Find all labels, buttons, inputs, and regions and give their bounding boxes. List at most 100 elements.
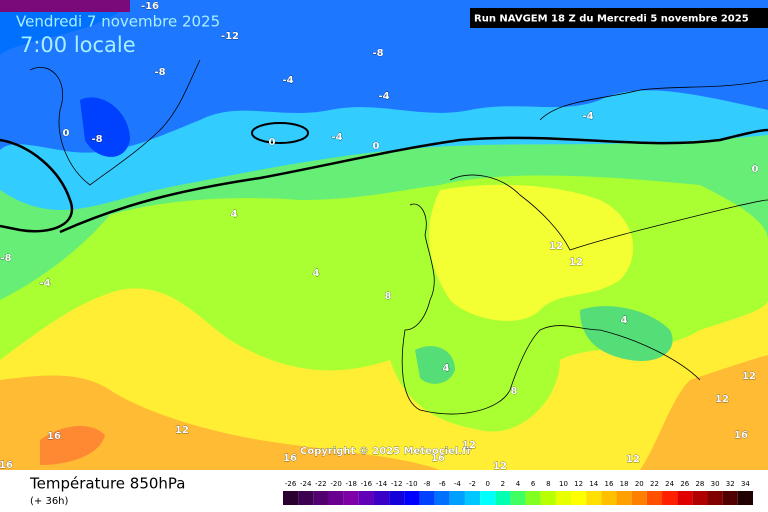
scale-label: 16 [605,480,614,488]
field-cold-core [0,0,130,55]
scale-label: 4 [516,480,521,488]
isotherm-label: 16 [0,460,13,471]
scale-label: -14 [376,480,388,488]
isotherm-label: -4 [378,91,389,102]
scale-label: 0 [485,480,489,488]
scale-label: 26 [680,480,689,488]
field-hotter-east [640,355,768,470]
scale-label: 10 [559,480,568,488]
scale-label: 18 [620,480,629,488]
scale-label: 8 [546,480,550,488]
isotherm-label: 12 [549,241,563,252]
field-cool-pocket [415,346,455,384]
scale-label: 12 [574,480,583,488]
scale-swatch [586,491,602,505]
scale-label: -22 [315,480,326,488]
forecast-lead: (+ 36h) [30,496,69,507]
scale-swatch [737,491,753,505]
isotherm-label: -8 [91,134,102,145]
scale-label: -26 [285,480,297,488]
isotherm-label: 12 [175,425,189,436]
isotherm-label: -8 [372,48,383,59]
scale-label: 20 [635,480,644,488]
isotherm-label: 12 [626,454,640,465]
zero-isotherm [0,138,74,233]
field-very-cold-core [80,97,130,157]
copyright: Copyright © 2025 Meteociel.fr [300,446,471,457]
scale-label: -24 [300,480,312,488]
scale-swatch [631,491,647,505]
scale-swatch [343,491,359,505]
scale-label: 6 [531,480,536,488]
scale-label: 32 [726,480,735,488]
scale-label: -12 [391,480,402,488]
scale-swatch [616,491,632,505]
isotherm-label: 8 [511,386,518,397]
scale-swatch [677,491,693,505]
isotherm-label: -8 [0,253,11,264]
scale-swatch [722,491,738,505]
scale-swatch [404,491,420,505]
scale-swatch [495,491,511,505]
valid-date: Vendredi 7 novembre 2025 [16,13,220,31]
isotherm-label: 16 [734,430,748,441]
isotherm-label: 0 [373,141,380,152]
isotherm-label: -4 [282,75,293,86]
scale-swatch [540,491,556,505]
scale-swatch [707,491,723,505]
scale-swatch [662,491,678,505]
run-box [470,8,768,28]
scale-label: 24 [665,480,674,488]
color-scale: -26 -24 -22 -20 -18 -16 -14 -12 -10 -8 -6 -4 -2 0 2 4 6 8… [283,480,753,505]
scale-label: -16 [361,480,373,488]
scale-label: 22 [650,480,659,488]
map-field [0,0,768,470]
field-very-cold [0,0,768,153]
scale-swatch [601,491,617,505]
coastlines [29,59,768,415]
scale-label: 2 [501,480,505,488]
scale-label: -6 [439,480,447,488]
scale-label: -20 [330,480,341,488]
isotherm-label: 12 [569,257,583,268]
scale-swatch [464,491,481,505]
scale-label: 14 [589,480,598,488]
field-hottest [40,425,105,465]
isotherm-label: 4 [621,315,628,326]
scale-label: 28 [695,480,704,488]
scale-swatch [571,491,587,505]
isotherm-label: -4 [331,132,342,143]
scale-label: -4 [454,480,462,488]
isotherm-label: 4 [443,363,450,374]
scale-swatch [449,491,465,505]
scale-swatch [373,491,390,505]
field-hotter-west [0,375,440,470]
scale-swatch [434,491,450,505]
scale-swatch [646,491,663,505]
isotherm-label: 0 [63,128,70,139]
isotherm-labels: -16 -12 -8 -8 -4 -4 -4 0 -8 0 -4 0 0 4 -8 -4 4 8 12 12 4 4 8 12… [0,1,759,472]
scale-swatch [389,491,405,505]
isotherm-label: 16 [47,431,61,442]
isotherm-label: 12 [715,394,729,405]
field-coldest [0,0,130,12]
isotherm-label: -4 [39,278,50,289]
isotherm-label: -12 [221,31,239,42]
isotherm-label: 16 [431,453,445,464]
scale-swatch [358,491,374,505]
scale-swatch [480,491,496,505]
scale-label: -10 [406,480,417,488]
isotherm-label: 0 [752,164,759,175]
isotherm-label: 0 [269,137,276,148]
isotherm-label: 12 [742,371,756,382]
scale-swatch [525,491,541,505]
valid-time: 7:00 locale [20,33,136,57]
scale-swatch [692,491,708,505]
scale-swatch [510,491,526,505]
scale-label: 34 [741,480,750,488]
scale-label: 30 [711,480,720,488]
scale-label: -8 [424,480,431,488]
scale-swatch [313,491,329,505]
run-info: Run NAVGEM 18 Z du Mercredi 5 novembre 2… [474,14,749,25]
